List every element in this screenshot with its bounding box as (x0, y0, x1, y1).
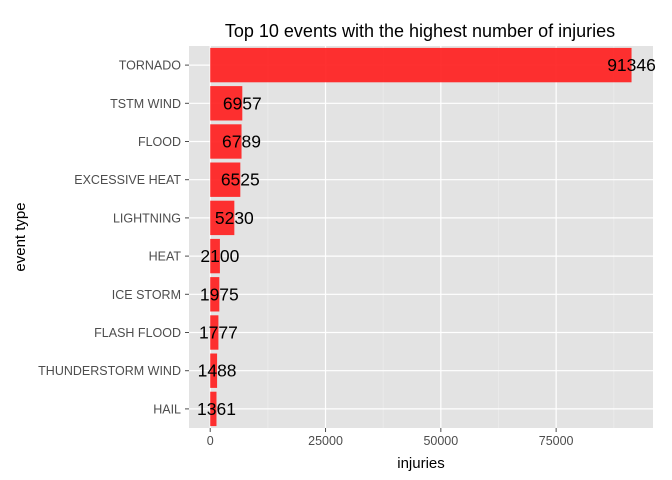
data-label: 2100 (200, 246, 239, 266)
bar (210, 86, 243, 121)
x-tick-label: 25000 (308, 434, 343, 448)
data-label: 1361 (197, 399, 236, 419)
data-label: 91346 (607, 55, 656, 75)
x-tick-label: 50000 (423, 434, 458, 448)
data-labels: 91346 6957 6789 6525 5230 2100 1975 1777 1488 136… (197, 55, 656, 419)
y-tick-label: ICE STORM (112, 288, 181, 302)
plot-panel (189, 46, 653, 428)
y-tick-label: TORNADO (119, 59, 182, 73)
data-label: 6525 (221, 170, 260, 190)
y-axis-ticks: TORNADO TSTM WIND FLOOD EXCESSIVE HEAT LIGHT… (38, 59, 189, 416)
y-tick-label: TSTM WIND (110, 97, 181, 111)
minor-grid (267, 46, 615, 428)
chart-title: Top 10 events with the highest number of… (225, 21, 615, 41)
data-label: 1777 (199, 323, 238, 343)
y-tick-label: FLASH FLOOD (94, 326, 181, 340)
bar (210, 162, 241, 197)
bar (210, 200, 235, 236)
data-label: 6957 (223, 93, 262, 113)
bar (210, 47, 632, 83)
bar (210, 277, 220, 312)
bars (210, 47, 632, 427)
x-axis-title: injuries (397, 455, 445, 472)
bar (210, 353, 218, 388)
y-tick-label: EXCESSIVE HEAT (74, 173, 181, 187)
y-tick-label: HAIL (153, 402, 181, 416)
y-axis-title: event type (12, 202, 29, 271)
bar (210, 315, 219, 350)
bar (210, 124, 242, 159)
bar (210, 238, 220, 274)
bar (210, 391, 217, 427)
data-label: 1488 (198, 361, 237, 381)
data-label: 6789 (222, 132, 261, 152)
y-tick-label: LIGHTNING (113, 211, 181, 225)
data-label: 5230 (215, 208, 254, 228)
y-tick-label: HEAT (149, 250, 182, 264)
x-tick-label: 75000 (539, 434, 574, 448)
data-label: 1975 (200, 284, 239, 304)
y-tick-label: FLOOD (138, 135, 181, 149)
x-tick-label: 0 (207, 434, 214, 448)
y-tick-label: THUNDERSTORM WIND (38, 364, 181, 378)
x-axis-ticks: 0 25000 50000 75000 (207, 428, 574, 448)
